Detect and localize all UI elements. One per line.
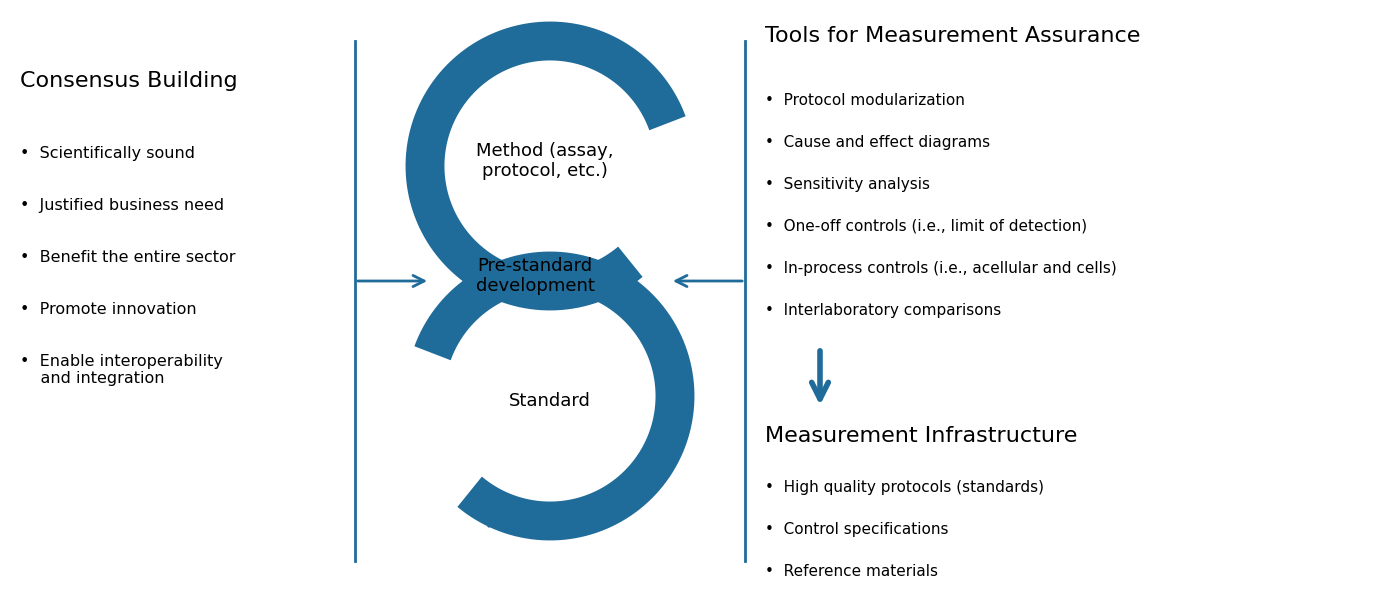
Text: •  Cause and effect diagrams: • Cause and effect diagrams bbox=[764, 135, 990, 150]
Text: Consensus Building: Consensus Building bbox=[20, 71, 238, 91]
Text: •  Justified business need: • Justified business need bbox=[20, 198, 224, 213]
Text: •  Control specifications: • Control specifications bbox=[764, 522, 949, 537]
Text: •  Benefit the entire sector: • Benefit the entire sector bbox=[20, 250, 235, 265]
Text: •  One-off controls (i.e., limit of detection): • One-off controls (i.e., limit of detec… bbox=[764, 219, 1088, 234]
Text: •  Scientifically sound: • Scientifically sound bbox=[20, 146, 195, 161]
Text: Standard: Standard bbox=[510, 392, 591, 410]
Text: •  Interlaboratory comparisons: • Interlaboratory comparisons bbox=[764, 303, 1001, 318]
Text: •  Reference materials: • Reference materials bbox=[764, 564, 938, 579]
Text: •  Promote innovation: • Promote innovation bbox=[20, 302, 196, 317]
Text: Pre-standard
development: Pre-standard development bbox=[476, 257, 595, 296]
Text: Method (assay,
protocol, etc.): Method (assay, protocol, etc.) bbox=[476, 142, 613, 180]
Text: •  In-process controls (i.e., acellular and cells): • In-process controls (i.e., acellular a… bbox=[764, 261, 1117, 276]
Text: Tools for Measurement Assurance: Tools for Measurement Assurance bbox=[764, 26, 1141, 46]
Text: •  Protocol modularization: • Protocol modularization bbox=[764, 93, 965, 108]
Text: •  Sensitivity analysis: • Sensitivity analysis bbox=[764, 177, 930, 192]
Text: Measurement Infrastructure: Measurement Infrastructure bbox=[764, 426, 1078, 446]
Text: •  Enable interoperability
    and integration: • Enable interoperability and integratio… bbox=[20, 354, 223, 386]
Text: •  High quality protocols (standards): • High quality protocols (standards) bbox=[764, 480, 1044, 495]
